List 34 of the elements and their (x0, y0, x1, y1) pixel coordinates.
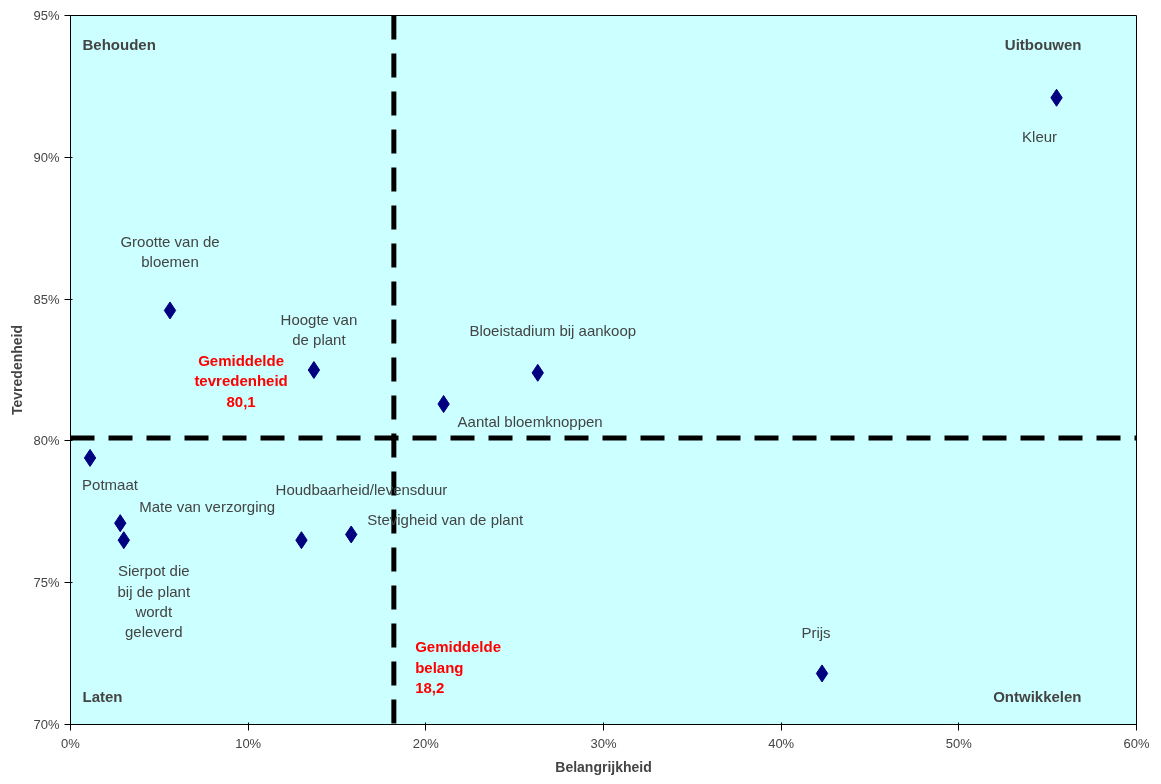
annotation: Hoogte van de plant (280, 310, 358, 348)
annotation: Laten (82, 687, 123, 705)
x-tick-label: 60% (1123, 735, 1150, 751)
annotation: Aantal bloemknoppen (457, 413, 603, 431)
x-tick-label: 0% (61, 735, 81, 751)
x-tick-label: 30% (590, 735, 617, 751)
annotation: Prijs (801, 624, 831, 642)
y-tick-label: 80% (33, 433, 60, 449)
y-tick-label: 90% (33, 149, 60, 165)
x-axis-title: Belangrijkheid (555, 758, 652, 775)
annotation: Sierpot die bij de plant wordt geleverd (117, 562, 191, 641)
annotation: Ontwikkelen (993, 687, 1082, 705)
y-tick-label: 75% (33, 575, 60, 591)
y-tick-label: 70% (33, 717, 60, 732)
point (163, 301, 177, 320)
annotation: Grootte van de bloemen (120, 233, 220, 271)
x-tick-label: 50% (945, 735, 973, 751)
annotation: Bloeistadium bij aankoop (469, 321, 637, 339)
y-axis-title: Tevredenheid (9, 324, 26, 415)
ref-line-label: Gemiddelde belang 18,2 (415, 638, 502, 697)
annotation: Behouden (82, 35, 156, 53)
point (815, 664, 829, 683)
annotation: Kleur (1022, 127, 1058, 145)
point (307, 361, 321, 379)
y-tick-label: 95% (33, 8, 60, 23)
ref-line-label: Gemiddelde tevredenheid 80,1 (194, 351, 288, 410)
annotation: Mate van verzorging (139, 498, 276, 516)
x-tick-label: 10% (235, 735, 262, 751)
x-tick-label: 40% (768, 735, 795, 751)
point (83, 448, 97, 467)
annotation: Uitbouwen (1004, 35, 1082, 53)
y-tick-label: 85% (33, 291, 60, 307)
x-tick-label: 20% (412, 735, 440, 751)
annotation: Potmaat (82, 475, 139, 493)
